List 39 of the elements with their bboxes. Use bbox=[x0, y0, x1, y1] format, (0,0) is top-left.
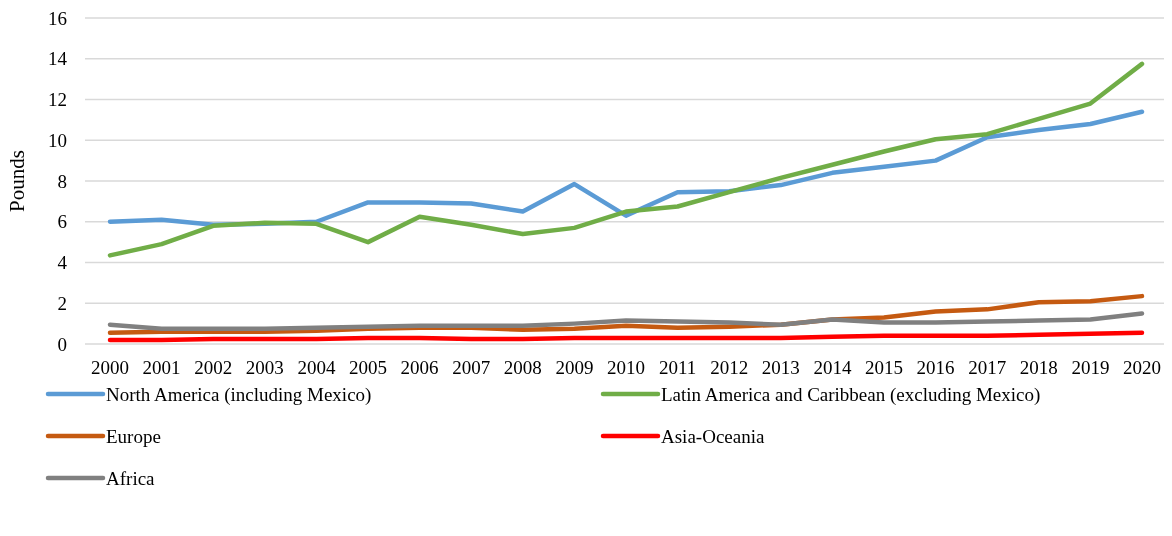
line-series bbox=[107, 61, 1145, 258]
x-tick-label: 2017 bbox=[968, 357, 1007, 378]
line-series bbox=[107, 311, 1145, 331]
y-axis-title: Pounds bbox=[5, 150, 29, 212]
line-series bbox=[107, 330, 1145, 343]
y-tick-label: 6 bbox=[57, 211, 67, 233]
legend-label: Europe bbox=[106, 425, 161, 447]
x-tick-label: 2001 bbox=[142, 357, 181, 378]
y-tick-label: 2 bbox=[57, 292, 67, 314]
x-tick-label: 2018 bbox=[1019, 357, 1058, 378]
y-tick-label: 16 bbox=[48, 7, 67, 29]
x-tick-label: 2006 bbox=[400, 357, 439, 378]
x-tick-label: 2008 bbox=[503, 357, 542, 378]
y-tick-label: 8 bbox=[57, 170, 67, 192]
x-tick-label: 2007 bbox=[452, 357, 491, 378]
y-tick-label: 14 bbox=[48, 48, 68, 70]
legend-label: Asia-Oceania bbox=[661, 425, 765, 447]
x-tick-label: 2013 bbox=[761, 357, 800, 378]
x-tick-label: 2000 bbox=[91, 357, 129, 378]
legend-label: Latin America and Caribbean (excluding Mexico) bbox=[661, 383, 1041, 406]
legend-label: Africa bbox=[106, 467, 156, 489]
x-tick-label: 2003 bbox=[245, 357, 284, 378]
x-tick-label: 2002 bbox=[194, 357, 233, 378]
x-tick-label: 2011 bbox=[658, 357, 697, 378]
x-tick-label: 2005 bbox=[349, 357, 387, 378]
x-tick-label: 2014 bbox=[813, 357, 852, 378]
x-tick-label: 2016 bbox=[916, 357, 955, 378]
y-tick-label: 0 bbox=[57, 333, 67, 355]
x-tick-label: 2012 bbox=[710, 357, 749, 378]
y-tick-label: 4 bbox=[57, 252, 68, 274]
x-tick-label: 2020 bbox=[1123, 357, 1161, 378]
x-tick-label: 2010 bbox=[607, 357, 645, 378]
y-tick-label: 12 bbox=[48, 89, 67, 111]
y-tick-label: 10 bbox=[48, 129, 67, 151]
x-tick-label: 2004 bbox=[297, 357, 336, 378]
x-tick-label: 2015 bbox=[865, 357, 903, 378]
x-tick-label: 2019 bbox=[1071, 357, 1110, 378]
legend-label: North America (including Mexico) bbox=[106, 383, 372, 406]
x-tick-label: 2009 bbox=[555, 357, 594, 378]
